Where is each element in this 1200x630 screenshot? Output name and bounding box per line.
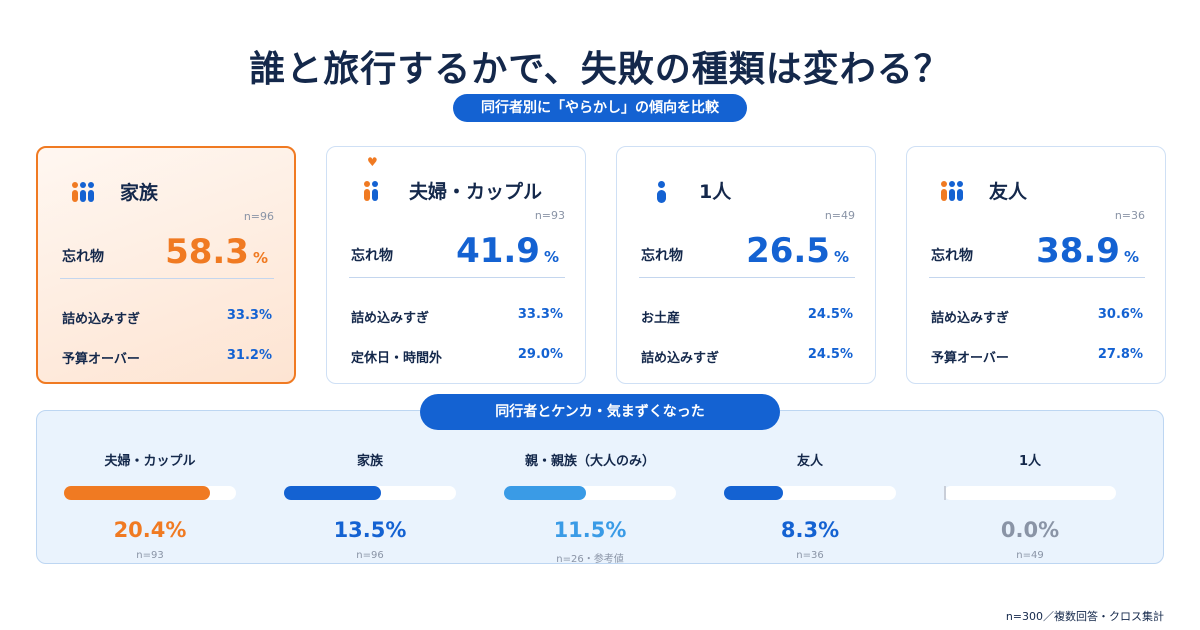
sample-size: n=96 bbox=[356, 550, 384, 561]
card-title: 家族 bbox=[120, 182, 159, 204]
stat-value: 24.5% bbox=[807, 347, 853, 362]
bar-category-label: 親・親族（大人のみ） bbox=[524, 454, 655, 469]
stat-value: 29.0% bbox=[517, 347, 563, 362]
bar-track bbox=[724, 486, 896, 500]
main-value: 38.9% bbox=[1036, 231, 1139, 271]
bar-category-label: 家族 bbox=[356, 454, 383, 469]
main-label: 忘れ物 bbox=[351, 248, 393, 264]
stat-value: 33.3% bbox=[226, 308, 272, 323]
sample-size: n=36 bbox=[1114, 209, 1145, 222]
heart-icon: ♥ bbox=[367, 155, 378, 169]
bar-track bbox=[64, 486, 236, 500]
stat-value: 33.3% bbox=[517, 307, 563, 322]
divider bbox=[929, 277, 1145, 278]
stat-label: 詰め込みすぎ bbox=[641, 351, 720, 366]
stat-label: 定休日・時間外 bbox=[351, 351, 443, 366]
stat-label: 予算オーバー bbox=[62, 352, 140, 367]
sample-size: n=26・参考値 bbox=[556, 554, 624, 565]
stat-value: 31.2% bbox=[226, 348, 272, 363]
stat-label: 詰め込みすぎ bbox=[62, 312, 141, 327]
stat-label: 詰め込みすぎ bbox=[351, 311, 430, 326]
main-value-unit: % bbox=[1123, 248, 1139, 266]
conflict-column-relatives: 親・親族（大人のみ） 11.5% n=26・参考値 bbox=[504, 450, 676, 565]
sample-size: n=96 bbox=[243, 210, 274, 223]
bar-value-label: 8.3% bbox=[780, 518, 840, 542]
stat-label: 詰め込みすぎ bbox=[931, 311, 1010, 326]
footnote: n=300／複数回答・クロス集計 bbox=[1005, 610, 1164, 623]
main-label: 忘れ物 bbox=[641, 248, 683, 264]
card-family: 家族 n=96 忘れ物 58.3% 詰め込みすぎ 33.3% 予算オーバー 31… bbox=[36, 146, 296, 384]
sample-size: n=93 bbox=[136, 550, 164, 561]
bar-value-label: 0.0% bbox=[1000, 518, 1060, 542]
main-value-number: 58.3 bbox=[165, 232, 249, 272]
card-title: 夫婦・カップル bbox=[409, 181, 543, 203]
conflict-column-solo: 1人 0.0% n=49 bbox=[944, 450, 1116, 561]
friends-icon bbox=[941, 181, 967, 205]
main-value: 41.9% bbox=[456, 231, 559, 271]
bar-track bbox=[944, 486, 1116, 500]
main-label: 忘れ物 bbox=[931, 248, 973, 264]
bar-category-label: 友人 bbox=[796, 454, 823, 469]
bar-value-label: 13.5% bbox=[333, 518, 407, 542]
bar-category-label: 夫婦・カップル bbox=[104, 454, 196, 469]
bar-relatives bbox=[504, 486, 587, 500]
main-value-unit: % bbox=[543, 248, 559, 266]
divider bbox=[349, 277, 565, 278]
main-label: 忘れ物 bbox=[62, 249, 104, 265]
bar-value-label: 20.4% bbox=[113, 518, 187, 542]
conflict-panel-title: 同行者とケンカ・気まずくなった bbox=[420, 394, 780, 430]
sample-size: n=49 bbox=[1016, 550, 1044, 561]
stat-label: 予算オーバー bbox=[931, 351, 1009, 366]
main-value-unit: % bbox=[833, 248, 849, 266]
stat-label: お土産 bbox=[641, 311, 681, 326]
conflict-column-friends: 友人 8.3% n=36 bbox=[724, 450, 896, 561]
bar-track bbox=[284, 486, 456, 500]
bar-category-label: 1人 bbox=[1018, 454, 1042, 469]
stat-value: 24.5% bbox=[807, 307, 853, 322]
main-value-number: 38.9 bbox=[1036, 231, 1120, 271]
divider bbox=[639, 277, 855, 278]
main-value-number: 41.9 bbox=[456, 231, 540, 271]
page-title: 誰と旅行するかで、失敗の種類は変わる？ bbox=[249, 49, 951, 90]
card-title: 友人 bbox=[989, 181, 1028, 203]
sample-size: n=49 bbox=[824, 209, 855, 222]
sample-size: n=93 bbox=[534, 209, 565, 222]
card-solo: 1人 n=49 忘れ物 26.5% お土産 24.5% 詰め込みすぎ 24.5% bbox=[616, 146, 876, 384]
family-icon bbox=[72, 182, 98, 206]
stat-value: 27.8% bbox=[1097, 347, 1143, 362]
conflict-column-family: 家族 13.5% n=96 bbox=[284, 450, 456, 561]
divider bbox=[60, 278, 274, 279]
sample-size: n=36 bbox=[796, 550, 824, 561]
bar-couple bbox=[64, 486, 211, 500]
main-value-unit: % bbox=[252, 249, 268, 267]
card-title: 1人 bbox=[699, 181, 732, 203]
person-icon bbox=[651, 181, 677, 205]
zero-tick bbox=[944, 486, 946, 500]
stat-value: 30.6% bbox=[1097, 307, 1143, 322]
card-couple: ♥ 夫婦・カップル n=93 忘れ物 41.9% 詰め込みすぎ 33.3% 定休… bbox=[326, 146, 586, 384]
conflict-column-couple: 夫婦・カップル 20.4% n=93 bbox=[64, 450, 236, 561]
couple-icon bbox=[361, 181, 387, 205]
main-value: 58.3% bbox=[165, 232, 268, 272]
subtitle-pill: 同行者別に「やらかし」の傾向を比較 bbox=[453, 94, 747, 122]
bar-family bbox=[284, 486, 381, 500]
main-value-number: 26.5 bbox=[746, 231, 830, 271]
main-value: 26.5% bbox=[746, 231, 849, 271]
card-friends: 友人 n=36 忘れ物 38.9% 詰め込みすぎ 30.6% 予算オーバー 27… bbox=[906, 146, 1166, 384]
bar-track bbox=[504, 486, 676, 500]
bar-friends bbox=[724, 486, 784, 500]
bar-value-label: 11.5% bbox=[553, 518, 627, 542]
